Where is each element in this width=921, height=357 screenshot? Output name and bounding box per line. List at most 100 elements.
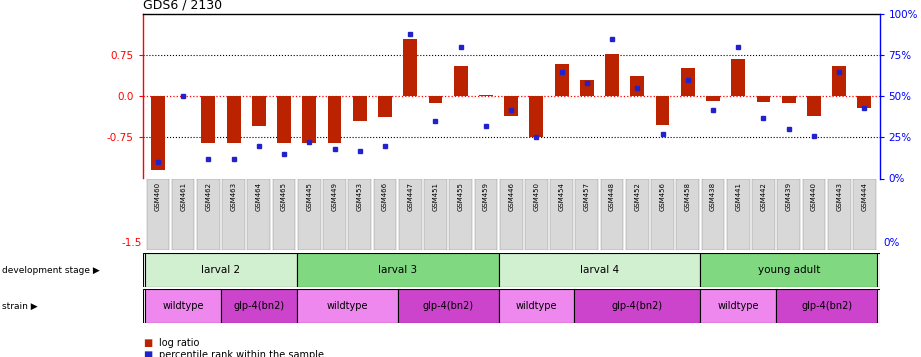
FancyBboxPatch shape: [146, 178, 169, 250]
Text: glp-4(bn2): glp-4(bn2): [233, 301, 285, 311]
Text: GSM451: GSM451: [433, 182, 438, 211]
Text: GSM446: GSM446: [508, 182, 514, 211]
Text: -1.5: -1.5: [122, 238, 142, 248]
Text: wildtype: wildtype: [516, 301, 557, 311]
Text: GSM462: GSM462: [205, 182, 211, 211]
Text: GSM452: GSM452: [635, 182, 640, 211]
Text: glp-4(bn2): glp-4(bn2): [612, 301, 663, 311]
Bar: [731, 59, 745, 96]
FancyBboxPatch shape: [702, 178, 725, 250]
Bar: [756, 96, 771, 102]
FancyBboxPatch shape: [550, 178, 573, 250]
FancyBboxPatch shape: [700, 253, 877, 287]
FancyBboxPatch shape: [752, 178, 775, 250]
Text: GSM439: GSM439: [786, 182, 792, 211]
FancyBboxPatch shape: [727, 178, 750, 250]
Bar: [530, 96, 543, 137]
Bar: [554, 64, 568, 96]
Bar: [681, 68, 694, 96]
FancyBboxPatch shape: [172, 178, 194, 250]
FancyBboxPatch shape: [651, 178, 674, 250]
FancyBboxPatch shape: [626, 178, 648, 250]
FancyBboxPatch shape: [500, 178, 522, 250]
Text: larval 3: larval 3: [378, 265, 417, 276]
Text: wildtype: wildtype: [717, 301, 759, 311]
FancyBboxPatch shape: [399, 178, 422, 250]
FancyBboxPatch shape: [424, 178, 447, 250]
Text: larval 2: larval 2: [202, 265, 240, 276]
Bar: [706, 96, 720, 101]
FancyBboxPatch shape: [498, 289, 574, 323]
FancyBboxPatch shape: [600, 178, 624, 250]
Text: wildtype: wildtype: [162, 301, 204, 311]
Text: log ratio: log ratio: [159, 338, 200, 348]
Text: GSM458: GSM458: [685, 182, 691, 211]
Text: GSM443: GSM443: [836, 182, 842, 211]
Bar: [807, 96, 821, 116]
Bar: [857, 96, 871, 109]
Bar: [656, 96, 670, 125]
Bar: [277, 96, 291, 143]
Bar: [328, 96, 342, 143]
FancyBboxPatch shape: [297, 289, 398, 323]
Bar: [227, 96, 240, 143]
Bar: [353, 96, 367, 121]
Text: GSM464: GSM464: [256, 182, 262, 211]
Text: ■: ■: [143, 338, 152, 348]
FancyBboxPatch shape: [146, 289, 221, 323]
Text: glp-4(bn2): glp-4(bn2): [801, 301, 852, 311]
Text: ■: ■: [143, 350, 152, 357]
FancyBboxPatch shape: [776, 289, 877, 323]
Text: GSM454: GSM454: [559, 182, 565, 211]
Text: GSM453: GSM453: [356, 182, 363, 211]
Text: 0%: 0%: [883, 238, 900, 248]
Text: glp-4(bn2): glp-4(bn2): [423, 301, 473, 311]
FancyBboxPatch shape: [576, 178, 599, 250]
Text: GSM465: GSM465: [281, 182, 287, 211]
Text: GSM456: GSM456: [659, 182, 666, 211]
FancyBboxPatch shape: [297, 178, 321, 250]
Text: GSM441: GSM441: [735, 182, 741, 211]
Text: development stage ▶: development stage ▶: [2, 266, 99, 275]
FancyBboxPatch shape: [348, 178, 371, 250]
FancyBboxPatch shape: [221, 289, 297, 323]
Bar: [782, 96, 796, 103]
Text: GSM442: GSM442: [761, 182, 766, 211]
Bar: [630, 76, 645, 96]
FancyBboxPatch shape: [700, 289, 776, 323]
FancyBboxPatch shape: [777, 178, 800, 250]
FancyBboxPatch shape: [574, 289, 700, 323]
Text: GSM460: GSM460: [155, 182, 161, 211]
Bar: [403, 39, 417, 96]
Text: GSM463: GSM463: [230, 182, 237, 211]
FancyBboxPatch shape: [273, 178, 296, 250]
Bar: [302, 96, 316, 143]
FancyBboxPatch shape: [802, 178, 825, 250]
Text: GSM461: GSM461: [181, 182, 186, 211]
Text: GSM444: GSM444: [861, 182, 868, 211]
FancyBboxPatch shape: [525, 178, 548, 250]
Text: GSM459: GSM459: [483, 182, 489, 211]
FancyBboxPatch shape: [498, 253, 700, 287]
Text: GSM450: GSM450: [533, 182, 540, 211]
Text: GDS6 / 2130: GDS6 / 2130: [143, 0, 222, 12]
FancyBboxPatch shape: [146, 253, 297, 287]
Text: GSM466: GSM466: [382, 182, 388, 211]
FancyBboxPatch shape: [449, 178, 472, 250]
FancyBboxPatch shape: [676, 178, 699, 250]
Text: GSM455: GSM455: [458, 182, 463, 211]
FancyBboxPatch shape: [474, 178, 497, 250]
Bar: [504, 96, 519, 116]
Bar: [378, 96, 392, 117]
FancyBboxPatch shape: [297, 253, 498, 287]
Bar: [479, 95, 493, 96]
Text: GSM438: GSM438: [710, 182, 716, 211]
Bar: [605, 54, 619, 96]
Text: GSM447: GSM447: [407, 182, 414, 211]
Text: larval 4: larval 4: [580, 265, 619, 276]
Bar: [202, 96, 216, 143]
FancyBboxPatch shape: [197, 178, 220, 250]
Text: wildtype: wildtype: [326, 301, 367, 311]
FancyBboxPatch shape: [853, 178, 876, 250]
Text: GSM445: GSM445: [307, 182, 312, 211]
